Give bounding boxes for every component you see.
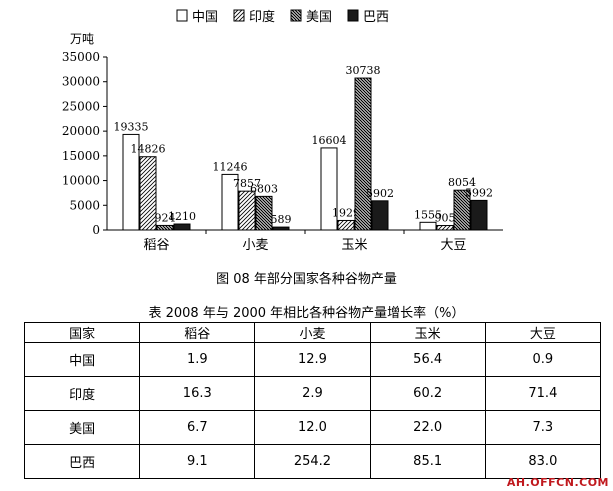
y-tick-label: 30000 xyxy=(62,75,100,89)
legend-label: 中国 xyxy=(192,10,218,25)
data-label: 1555 xyxy=(414,208,442,221)
cell: 71.4 xyxy=(484,376,602,411)
cell: 2.9 xyxy=(254,376,371,411)
cell: 巴西 xyxy=(23,444,141,479)
cell: 60.2 xyxy=(369,376,486,411)
x-tick-label: 稻谷 xyxy=(143,238,169,253)
y-tick-label: 5000 xyxy=(69,198,100,212)
legend-label: 巴西 xyxy=(363,10,389,25)
bar xyxy=(173,223,191,231)
y-tick-label: 0 xyxy=(92,223,100,237)
header-corn: 玉米 xyxy=(369,322,486,343)
data-label: 589 xyxy=(271,213,292,226)
data-label: 905 xyxy=(435,212,456,225)
data-label: 5902 xyxy=(366,187,394,200)
data-label: 14826 xyxy=(131,143,166,156)
cell: 中国 xyxy=(23,342,141,377)
data-label: 5992 xyxy=(465,186,493,199)
x-tick-label: 小麦 xyxy=(242,238,268,253)
table-header-row: 国家 稻谷 小麦 玉米 大豆 xyxy=(23,322,602,343)
cell: 1.9 xyxy=(139,342,256,377)
cell: 7.3 xyxy=(484,410,602,445)
table-row: 印度 16.3 2.9 60.2 71.4 xyxy=(23,376,602,411)
grain-production-chart: 中国 印度 美国 巴西 万吨 0 5000 10000 15000 20000 25000 300… xyxy=(62,9,503,253)
bar xyxy=(371,200,389,231)
chart-caption: 图 08 年部分国家各种谷物产量 xyxy=(216,272,397,287)
cell: 83.0 xyxy=(484,444,602,479)
x-tick-label: 玉米 xyxy=(341,238,367,253)
y-tick-label: 10000 xyxy=(62,174,100,188)
data-label: 1210 xyxy=(168,210,196,223)
header-wheat: 小麦 xyxy=(254,322,371,343)
table-row: 中国 1.9 12.9 56.4 0.9 xyxy=(23,342,602,377)
header-soybean: 大豆 xyxy=(484,322,602,343)
legend-swatch xyxy=(176,9,188,22)
watermark: AH.OFFCN.COM xyxy=(506,476,609,489)
cell: 22.0 xyxy=(369,410,486,445)
y-axis: 0 5000 10000 15000 20000 25000 30000 35000 xyxy=(62,50,108,237)
cell: 56.4 xyxy=(369,342,486,377)
bar xyxy=(436,225,454,231)
cell: 12.9 xyxy=(254,342,371,377)
legend: 中国 印度 美国 巴西 xyxy=(176,9,389,25)
growth-rate-table: 国家 稻谷 小麦 玉米 大豆 中国 1.9 12.9 56.4 0.9 印度 1… xyxy=(23,322,602,479)
x-axis: 稻谷 小麦 玉米 大豆 xyxy=(107,229,503,253)
table-caption: 表 2008 年与 2000 年相比各种谷物产量增长率（%） xyxy=(148,306,465,321)
legend-swatch xyxy=(233,9,245,22)
table-row: 巴西 9.1 254.2 85.1 83.0 xyxy=(23,444,602,479)
cell: 85.1 xyxy=(369,444,486,479)
legend-swatch xyxy=(290,9,302,22)
data-label: 19335 xyxy=(114,120,149,133)
cell: 12.0 xyxy=(254,410,371,445)
x-tick-label: 大豆 xyxy=(440,238,466,253)
data-label: 16604 xyxy=(312,134,347,147)
header-country: 国家 xyxy=(23,322,141,343)
cell: 9.1 xyxy=(139,444,256,479)
table-row: 美国 6.7 12.0 22.0 7.3 xyxy=(23,410,602,445)
cell: 16.3 xyxy=(139,376,256,411)
y-tick-label: 20000 xyxy=(62,124,100,138)
data-label: 11246 xyxy=(213,160,248,173)
data-label: 924 xyxy=(155,211,176,224)
bar xyxy=(156,224,174,231)
bar xyxy=(337,219,355,231)
legend-label: 印度 xyxy=(249,9,275,25)
y-tick-label: 15000 xyxy=(62,149,100,163)
header-rice: 稻谷 xyxy=(139,322,256,343)
data-label: 7857 xyxy=(233,177,261,190)
y-axis-unit: 万吨 xyxy=(70,32,94,46)
cell: 6.7 xyxy=(139,410,256,445)
legend-swatch xyxy=(347,9,359,22)
bar xyxy=(354,77,372,231)
bar xyxy=(470,199,488,231)
cell: 254.2 xyxy=(254,444,371,479)
data-label: 8054 xyxy=(448,176,476,189)
bar xyxy=(238,190,256,231)
legend-label: 美国 xyxy=(306,10,332,25)
cell: 美国 xyxy=(23,410,141,445)
data-label: 6803 xyxy=(250,182,278,195)
y-tick-label: 35000 xyxy=(62,50,100,64)
cell: 0.9 xyxy=(484,342,602,377)
data-label: 1929 xyxy=(332,206,360,219)
y-tick-label: 25000 xyxy=(62,99,100,113)
cell: 印度 xyxy=(23,376,141,411)
data-label: 30738 xyxy=(346,64,381,77)
